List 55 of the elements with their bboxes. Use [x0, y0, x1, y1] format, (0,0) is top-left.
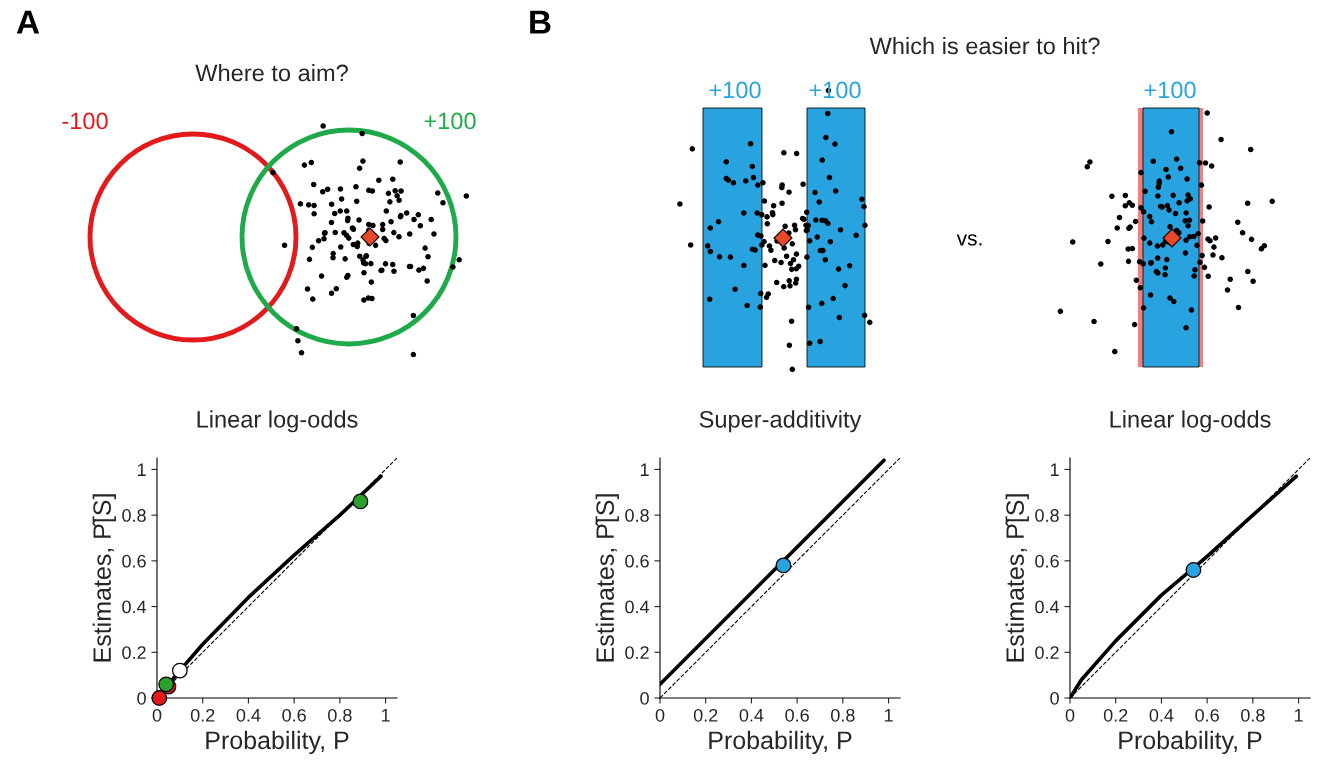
x-tick-label: 0.4	[236, 708, 261, 722]
y-tick-label: 0	[1050, 691, 1059, 705]
x-tick-label: 0	[152, 708, 162, 722]
text: Where to aim?	[195, 64, 348, 82]
y-tick-label: 0.6	[122, 554, 146, 568]
y-axis-title: Estimates, P̂[S]	[92, 494, 116, 662]
y-tick-label: 1	[1050, 463, 1059, 476]
y-tick-label: 1	[640, 463, 649, 476]
y-tick-label: 0.8	[122, 509, 146, 522]
x-tick-label: 1	[381, 709, 390, 722]
y-axis-title: Estimates, P̂[S]	[1005, 494, 1029, 662]
y-tick-label: 0.4	[1035, 600, 1060, 614]
x-tick-label: 1	[884, 709, 893, 722]
chart-title: Super-additivity	[699, 410, 862, 433]
x-tick-label: 0	[655, 708, 665, 722]
x-tick-label: 0.6	[785, 708, 809, 722]
x-tick-label: 0.8	[1241, 708, 1265, 722]
x-tick-label: 0.6	[1195, 708, 1219, 722]
y-tick-label: 0	[137, 691, 146, 705]
x-tick-label: 0.8	[831, 708, 855, 722]
text: Which is easier to hit?	[869, 37, 1100, 55]
y-tick-label: 0.2	[1035, 646, 1059, 660]
x-tick-label: 0.2	[190, 708, 215, 722]
y-tick-label: 0.4	[122, 600, 147, 614]
x-axis-title: Probability, P	[1119, 730, 1262, 755]
x-tick-label: 0.4	[739, 708, 764, 722]
x-tick-label: 0.4	[1149, 708, 1174, 722]
y-tick-label: 0.8	[625, 509, 649, 522]
text: +100	[709, 81, 761, 99]
chart-title: Linear log-odds	[197, 410, 358, 433]
text: B	[530, 10, 551, 34]
x-tick-label: 0.2	[1103, 708, 1128, 722]
x-tick-label: 1	[1294, 709, 1303, 722]
text: -100	[62, 112, 108, 130]
y-tick-label: 0	[640, 691, 649, 705]
x-tick-label: 0.8	[328, 708, 352, 722]
y-tick-label: 0.2	[625, 646, 649, 660]
x-tick-label: 0	[1065, 708, 1075, 722]
x-axis-title: Probability, P	[709, 730, 852, 755]
y-tick-label: 0.6	[625, 554, 649, 568]
y-tick-label: 1	[137, 463, 146, 476]
x-tick-label: 0.2	[693, 708, 718, 722]
text: +100	[1144, 81, 1196, 99]
text: +100	[809, 81, 861, 99]
x-axis-title: Probability, P	[206, 730, 349, 755]
y-axis-title: Estimates, P̂[S]	[595, 494, 619, 662]
y-tick-label: 0.4	[625, 600, 650, 614]
text: A	[16, 10, 40, 34]
x-tick-label: 0.6	[282, 708, 306, 722]
y-tick-label: 0.6	[1035, 554, 1059, 568]
text: vs.	[956, 234, 982, 246]
y-tick-label: 0.2	[122, 646, 146, 660]
chart-title: Linear log-odds	[1110, 410, 1271, 433]
y-tick-label: 0.8	[1035, 509, 1059, 522]
text: +100	[424, 112, 476, 130]
